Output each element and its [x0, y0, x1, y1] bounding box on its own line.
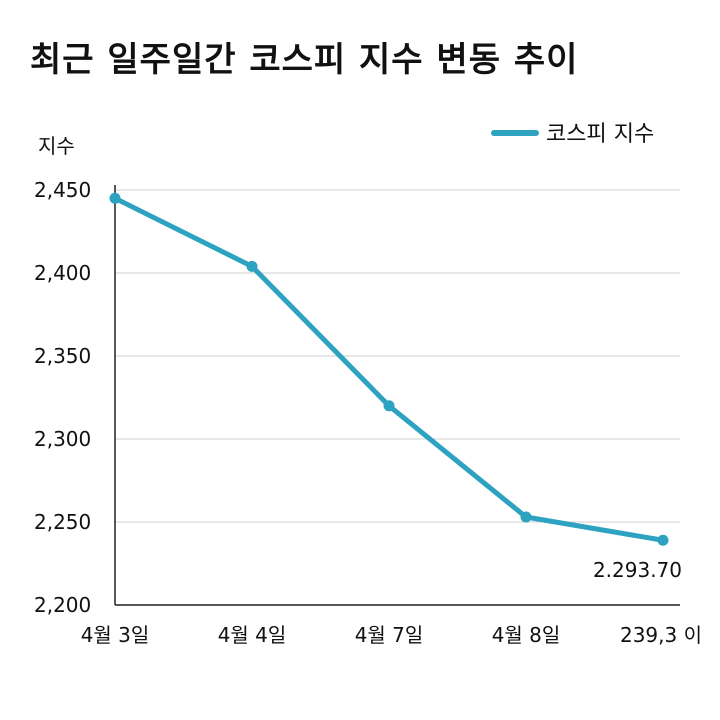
y-tick-label: 2,200 [34, 593, 91, 617]
x-tick-label: 4월 4일 [218, 623, 287, 647]
y-tick-label: 2,250 [34, 510, 91, 534]
data-point [109, 192, 121, 204]
legend: 코스피 지수 [491, 122, 654, 147]
y-tick-label: 2,400 [34, 261, 91, 285]
legend-label: 코스피 지수 [546, 122, 654, 147]
y-tick-label: 2,450 [34, 178, 91, 202]
data-point [246, 260, 258, 272]
y-tick-label: 2,300 [34, 427, 91, 451]
x-axis-ticks: 4월 3일 4월 4일 4월 7일 4월 8일 239,3 이 [81, 623, 702, 647]
data-label: 2.293.70 [593, 558, 682, 582]
x-tick-label: 4월 8일 [492, 623, 561, 647]
x-tick-label: 4월 3일 [81, 623, 150, 647]
x-tick-label: 4월 7일 [355, 623, 424, 647]
axes [114, 185, 680, 606]
series-line [112, 195, 666, 543]
grid-lines [115, 189, 680, 523]
y-axis-ticks: 2,200 2,250 2,300 2,350 2,400 2,450 [34, 178, 91, 617]
data-point [383, 400, 395, 412]
y-tick-label: 2,350 [34, 344, 91, 368]
data-point [520, 511, 532, 523]
chart-title: 최근 일주일간 코스피 지수 변동 추이 [30, 40, 579, 80]
series-layer [109, 192, 669, 546]
annotations: 2.293.70 [593, 558, 682, 582]
x-tick-label: 239,3 이 [620, 623, 702, 647]
data-point [657, 534, 669, 546]
y-axis-label: 지수 [38, 134, 75, 158]
